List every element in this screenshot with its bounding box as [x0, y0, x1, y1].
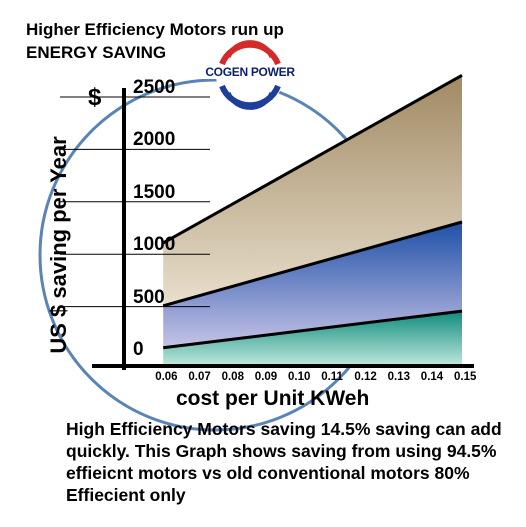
- y-tick-label: 1000: [133, 234, 176, 256]
- middle-band-line: [162, 220, 463, 308]
- x-axis-label: cost per Unit KWeh: [176, 387, 370, 410]
- title-line-2: ENERGY SAVING: [26, 43, 167, 62]
- y-tick-label: 2500: [133, 77, 176, 98]
- title-line-1: Higher Efficiency Motors run up: [26, 20, 284, 39]
- y-axis-label: US $ saving per Year: [46, 136, 71, 354]
- series-lines: [162, 73, 463, 350]
- y-tick-label: 0: [133, 339, 144, 360]
- chart-caption: High Efficiency Motors saving 14.5% savi…: [66, 419, 502, 505]
- x-tick-label: 0.06: [155, 371, 178, 383]
- x-tick-label: 0.13: [387, 371, 410, 383]
- x-tick-label: 0.08: [221, 371, 244, 383]
- bottom-band-area: [163, 311, 462, 366]
- tick-guides: [60, 96, 210, 308]
- x-tick-label: 0.11: [321, 371, 343, 383]
- middle-band-area: [163, 222, 462, 348]
- y-tick-label: 500: [133, 286, 165, 308]
- cogen-power-logo: COGEN POWER: [200, 40, 300, 110]
- x-tick-label: 0.07: [188, 371, 211, 383]
- y-axis-currency: $: [88, 84, 102, 111]
- y-tick-label: 2000: [133, 129, 176, 151]
- x-tick-label: 0.15: [454, 371, 477, 383]
- bottom-band-line: [163, 309, 463, 350]
- x-tick-label: 0.10: [288, 371, 311, 383]
- top-band-line: [162, 73, 463, 245]
- area-bands: [163, 75, 462, 366]
- top-band-area: [163, 75, 462, 306]
- x-tick-label: 0.12: [354, 371, 377, 383]
- logo-text: COGEN POWER: [200, 65, 300, 79]
- y-tick-label: 1500: [133, 181, 176, 203]
- x-tick-label: 0.09: [254, 371, 278, 383]
- x-tick-label: 0.14: [420, 371, 444, 383]
